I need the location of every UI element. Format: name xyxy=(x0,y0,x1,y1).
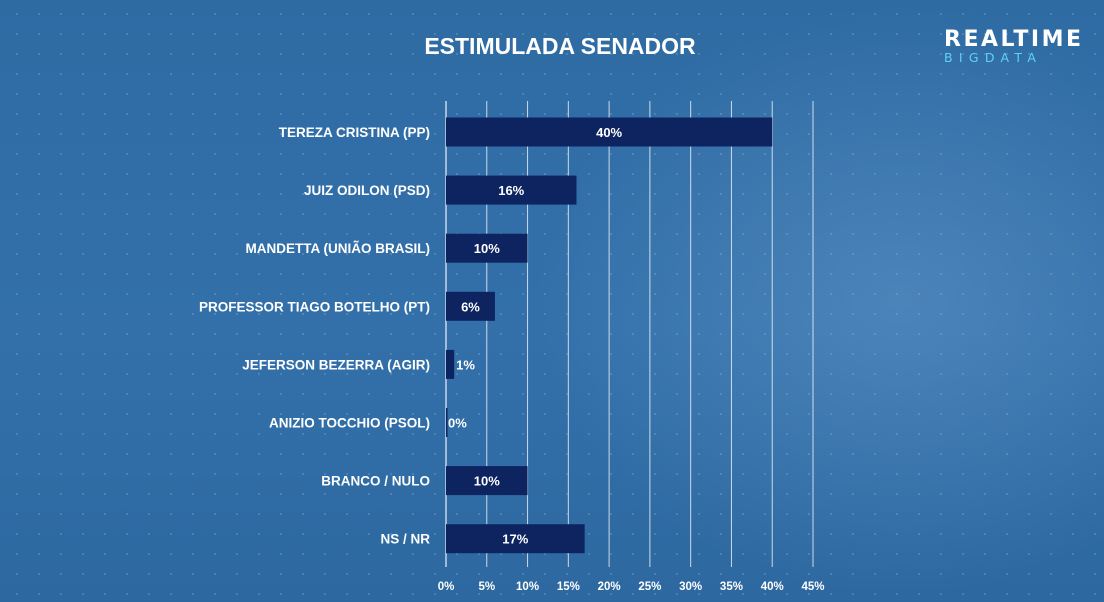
value-label: 0% xyxy=(448,416,467,431)
value-label: 6% xyxy=(461,299,480,314)
category-label: PROFESSOR TIAGO BOTELHO (PT) xyxy=(199,299,430,314)
bar xyxy=(446,175,577,205)
bar xyxy=(446,524,585,554)
tick-label: 45% xyxy=(801,581,824,593)
bar xyxy=(446,233,528,263)
category-label: BRANCO / NULO xyxy=(321,474,430,489)
category-label: JUIZ ODILON (PSD) xyxy=(304,183,430,198)
tick-label: 25% xyxy=(638,581,661,593)
tick-label: 35% xyxy=(720,581,743,593)
realtime-bigdata-logo: REALTIME BIGDATA xyxy=(944,27,1084,65)
bar xyxy=(446,408,448,437)
chart-title: ESTIMULADA SENADOR xyxy=(424,33,696,59)
category-label: TEREZA CRISTINA (PP) xyxy=(279,125,430,140)
value-label: 10% xyxy=(474,241,500,256)
tick-label: 20% xyxy=(598,581,621,593)
tick-label: 5% xyxy=(478,581,495,593)
value-label: 16% xyxy=(498,183,524,198)
tick-label: 30% xyxy=(679,581,702,593)
bar xyxy=(446,291,495,321)
tick-label: 10% xyxy=(516,581,539,593)
logo-wordmark-bottom: BIGDATA xyxy=(944,50,1043,65)
tick-label: 15% xyxy=(557,581,580,593)
category-label: NS / NR xyxy=(380,532,430,547)
category-label: MANDETTA (UNIÃO BRASIL) xyxy=(246,241,430,256)
logo-wordmark-top: REALTIME xyxy=(944,27,1084,52)
bar xyxy=(446,117,773,147)
category-label: ANIZIO TOCCHIO (PSOL) xyxy=(269,416,430,431)
value-label: 17% xyxy=(502,532,528,547)
value-label: 40% xyxy=(596,125,622,140)
value-label: 1% xyxy=(456,357,475,372)
tick-label: 40% xyxy=(761,581,784,593)
tick-label: 0% xyxy=(438,581,455,593)
value-label: 10% xyxy=(474,474,500,489)
bar xyxy=(446,466,528,496)
category-label: JEFERSON BEZERRA (AGIR) xyxy=(242,357,430,372)
bar xyxy=(446,349,455,379)
